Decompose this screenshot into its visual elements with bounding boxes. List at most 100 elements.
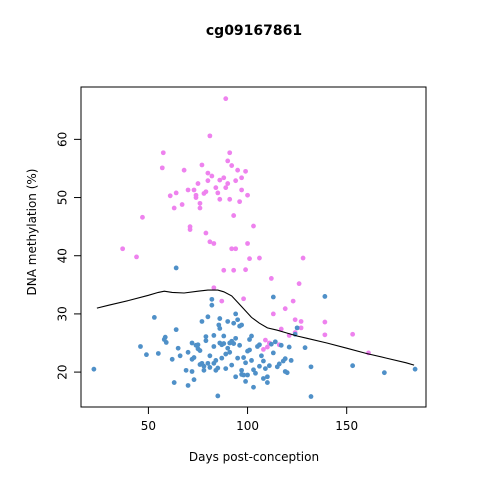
data-point (215, 365, 221, 371)
data-point (203, 334, 209, 339)
data-point (257, 363, 262, 369)
data-point (171, 380, 177, 385)
data-point (140, 214, 145, 220)
data-point (350, 331, 356, 337)
data-point (211, 241, 217, 246)
data-point (249, 358, 254, 363)
data-point (259, 353, 264, 359)
data-point (183, 367, 189, 373)
data-point (209, 173, 215, 179)
data-point (221, 175, 227, 181)
data-point (298, 325, 304, 331)
data-point (189, 340, 195, 346)
y-axis-label: DNA methylation (%) (25, 169, 39, 296)
data-point (239, 322, 245, 328)
data-point (221, 341, 227, 346)
data-point (177, 353, 183, 359)
data-point (294, 325, 300, 331)
data-point (169, 356, 175, 362)
x-axis: 50 100 150 (141, 407, 358, 433)
data-point (217, 177, 223, 183)
data-point (302, 345, 308, 351)
data-point (197, 200, 203, 206)
data-point (203, 189, 209, 195)
data-point (181, 167, 187, 173)
data-point (225, 345, 231, 351)
data-point (162, 334, 168, 340)
data-point (221, 333, 227, 339)
data-point (199, 319, 205, 324)
data-point (241, 372, 246, 378)
data-point (163, 340, 169, 345)
data-point (217, 326, 223, 331)
data-point (191, 377, 197, 383)
data-point (195, 181, 201, 186)
data-point (270, 311, 276, 317)
data-point (225, 319, 231, 324)
data-point (173, 327, 179, 333)
data-point (199, 162, 205, 168)
data-point (213, 358, 219, 363)
data-point (235, 355, 241, 361)
data-point (276, 361, 282, 367)
data-point (237, 342, 243, 348)
data-point (207, 365, 213, 370)
data-point (173, 190, 179, 196)
x-tick-label: 150 (335, 419, 358, 433)
data-point (268, 341, 274, 347)
data-point (247, 347, 252, 353)
data-point (203, 338, 209, 344)
data-point (231, 213, 237, 218)
data-point (243, 168, 248, 174)
data-point (261, 376, 266, 381)
data-point (272, 339, 278, 345)
data-point (205, 170, 211, 176)
data-point (290, 298, 296, 304)
data-point (251, 367, 256, 373)
data-point (217, 196, 223, 202)
trend-line (96, 289, 415, 366)
data-point (262, 337, 268, 343)
data-point (223, 96, 229, 102)
data-point (229, 362, 235, 368)
x-axis-label: Days post-conception (189, 450, 319, 464)
data-point (412, 366, 418, 372)
data-point (251, 384, 256, 390)
data-point (243, 360, 248, 366)
data-point (251, 223, 256, 229)
data-point (264, 374, 270, 380)
data-point (322, 319, 328, 325)
data-point (207, 239, 213, 245)
data-point (227, 196, 233, 202)
data-point (189, 369, 195, 374)
data-point (322, 332, 328, 338)
data-point (138, 344, 143, 349)
data-point (211, 285, 217, 291)
data-point (197, 348, 203, 353)
data-point (219, 298, 225, 304)
data-point (167, 193, 173, 199)
plot-frame (80, 86, 427, 408)
data-point (171, 205, 177, 211)
y-tick-label: 60 (56, 132, 70, 147)
data-point (201, 363, 207, 369)
data-point (205, 314, 211, 320)
data-point (225, 158, 231, 164)
data-point (257, 342, 262, 348)
data-point (245, 372, 250, 378)
data-point (231, 341, 237, 346)
data-point (193, 195, 199, 200)
data-point (209, 302, 215, 308)
data-point (264, 344, 270, 350)
data-point (223, 351, 229, 357)
data-point (268, 276, 274, 281)
data-point (217, 316, 223, 321)
data-point (134, 254, 139, 260)
data-point (191, 187, 197, 193)
data-point (213, 185, 219, 191)
data-point (173, 265, 179, 271)
data-point (288, 358, 294, 363)
data-point (215, 393, 221, 399)
